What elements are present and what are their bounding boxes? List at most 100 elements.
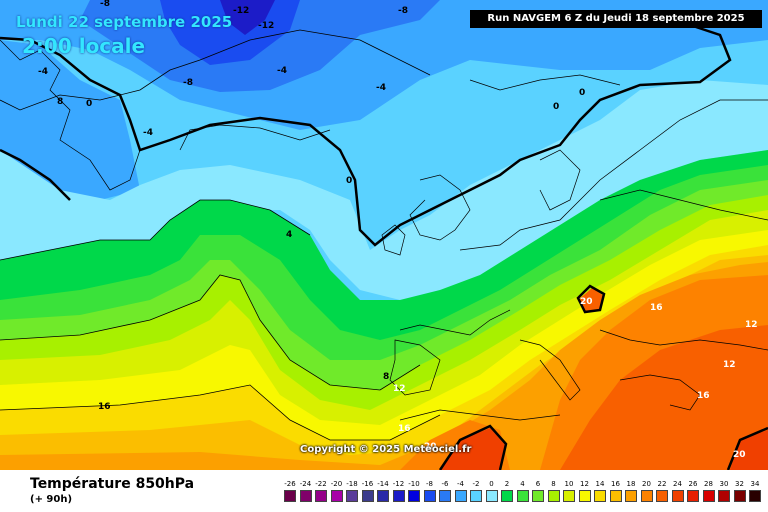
scale-swatch xyxy=(501,490,513,502)
scale-label: -4 xyxy=(457,480,464,488)
contour-label: -8 xyxy=(183,78,193,88)
scale-swatch xyxy=(299,490,312,502)
scale-label: -26 xyxy=(284,480,296,488)
contour-label: -12 xyxy=(258,21,274,31)
scale-swatch xyxy=(718,490,730,502)
scale-label: -6 xyxy=(441,480,449,488)
coastlines xyxy=(0,39,768,421)
scale-label: 30 xyxy=(719,480,729,488)
contour-label: 0 xyxy=(553,102,559,112)
scale-label: -12 xyxy=(392,480,405,488)
scale-swatch xyxy=(330,490,343,502)
contour-label: 12 xyxy=(745,320,758,330)
temperature-map: -12 -12 -8 -8 -8 -4 -4 -4 -4 0 0 0 0 4 8… xyxy=(0,0,768,470)
scale-swatch xyxy=(361,490,374,502)
contour-label: -8 xyxy=(100,0,110,9)
contour-label: 8 xyxy=(383,372,389,382)
isotherm-20-south xyxy=(438,424,508,470)
lead-time: (+ 90h) xyxy=(30,494,73,505)
scale-swatch xyxy=(656,490,668,502)
hot-spot-central xyxy=(578,288,604,312)
isotherm-20-east xyxy=(726,426,768,470)
contour-label: -8 xyxy=(398,6,408,16)
variable-title: Température 850hPa xyxy=(30,476,195,492)
scale-swatch xyxy=(625,490,637,502)
scale-swatch xyxy=(547,490,560,502)
thin-isotherms xyxy=(0,29,441,441)
isotherm-20-loop xyxy=(576,284,606,314)
contour-label: 0 xyxy=(346,176,352,186)
scale-label: 26 xyxy=(688,480,698,488)
forecast-date: Lundi 22 septembre 2025 xyxy=(16,13,233,31)
scale-swatch xyxy=(671,490,684,502)
scale-label: -10 xyxy=(408,480,420,488)
hot-spot-africa xyxy=(440,428,505,470)
contour-label: -4 xyxy=(277,66,287,76)
contour-label: 4 xyxy=(286,230,292,240)
scale-label: 8 xyxy=(551,480,556,488)
scale-swatch xyxy=(516,490,529,502)
scale-swatch xyxy=(392,490,405,502)
scale-swatch xyxy=(485,490,498,502)
scale-swatch xyxy=(749,490,761,502)
scale-label: 28 xyxy=(704,480,713,488)
scale-label: 24 xyxy=(673,480,682,488)
scale-swatch xyxy=(439,490,451,502)
scale-label: 4 xyxy=(520,480,525,488)
contour-label: -4 xyxy=(38,67,48,77)
scale-swatch xyxy=(733,490,746,502)
scale-swatch xyxy=(609,490,622,502)
scale-swatch xyxy=(470,490,482,502)
contour-label: 20 xyxy=(580,297,593,307)
scale-swatch xyxy=(423,490,436,502)
scale-label: 34 xyxy=(750,480,760,488)
map-footer: Température 850hPa (+ 90h) -26 -24 -22 -20-… xyxy=(0,470,768,512)
scale-label: 18 xyxy=(626,480,636,488)
scale-swatch xyxy=(578,490,591,502)
isotherm-zero xyxy=(0,23,732,247)
scale-swatch xyxy=(377,490,389,502)
contour-label: 0 xyxy=(86,99,92,109)
contour-label: 8 xyxy=(57,97,63,107)
scale-label: 32 xyxy=(735,480,744,488)
scale-label: -14 xyxy=(377,480,389,488)
scale-label: 0 xyxy=(489,480,494,488)
copyright-notice: Copyright © 2025 Meteociel.fr xyxy=(300,444,472,455)
scale-swatch xyxy=(563,490,575,502)
forecast-time: 2:00 locale xyxy=(22,34,146,58)
scale-label: 22 xyxy=(657,480,667,488)
scale-label: 12 xyxy=(580,480,589,488)
cold-zone-minus14 xyxy=(220,0,275,35)
contour-label: 12 xyxy=(723,360,736,370)
hot-spot-east xyxy=(730,430,768,470)
contour-label: 20 xyxy=(733,450,746,460)
scale-label: -18 xyxy=(346,480,358,488)
scale-swatch xyxy=(640,490,653,502)
scale-label: -16 xyxy=(361,480,374,488)
isotherm-zero-left xyxy=(0,148,71,201)
contour-label: 12 xyxy=(393,384,406,394)
scale-swatch xyxy=(702,490,715,502)
contour-label: 16 xyxy=(398,424,411,434)
scale-label: 14 xyxy=(595,480,605,488)
model-run-label: Run NAVGEM 6 Z du Jeudi 18 septembre 202… xyxy=(470,10,762,28)
scale-swatch xyxy=(687,490,699,502)
scale-swatch xyxy=(315,490,327,502)
contour-label: -4 xyxy=(143,128,153,138)
contour-label: 16 xyxy=(650,303,663,313)
scale-label: 2 xyxy=(504,480,510,488)
scale-label: 10 xyxy=(564,480,574,488)
scale-label: -2 xyxy=(472,480,480,488)
scale-swatch xyxy=(594,490,606,502)
zone-22 xyxy=(560,325,768,470)
contour-label: 16 xyxy=(697,391,710,401)
scale-label: 6 xyxy=(535,480,541,488)
contour-label: -12 xyxy=(233,6,249,16)
contour-label: 0 xyxy=(579,88,585,98)
contour-label: -4 xyxy=(376,83,386,93)
scale-label: 16 xyxy=(611,480,620,488)
greenland-cold xyxy=(0,40,140,200)
contour-label: 20 xyxy=(424,442,437,452)
scale-swatch xyxy=(454,490,467,502)
